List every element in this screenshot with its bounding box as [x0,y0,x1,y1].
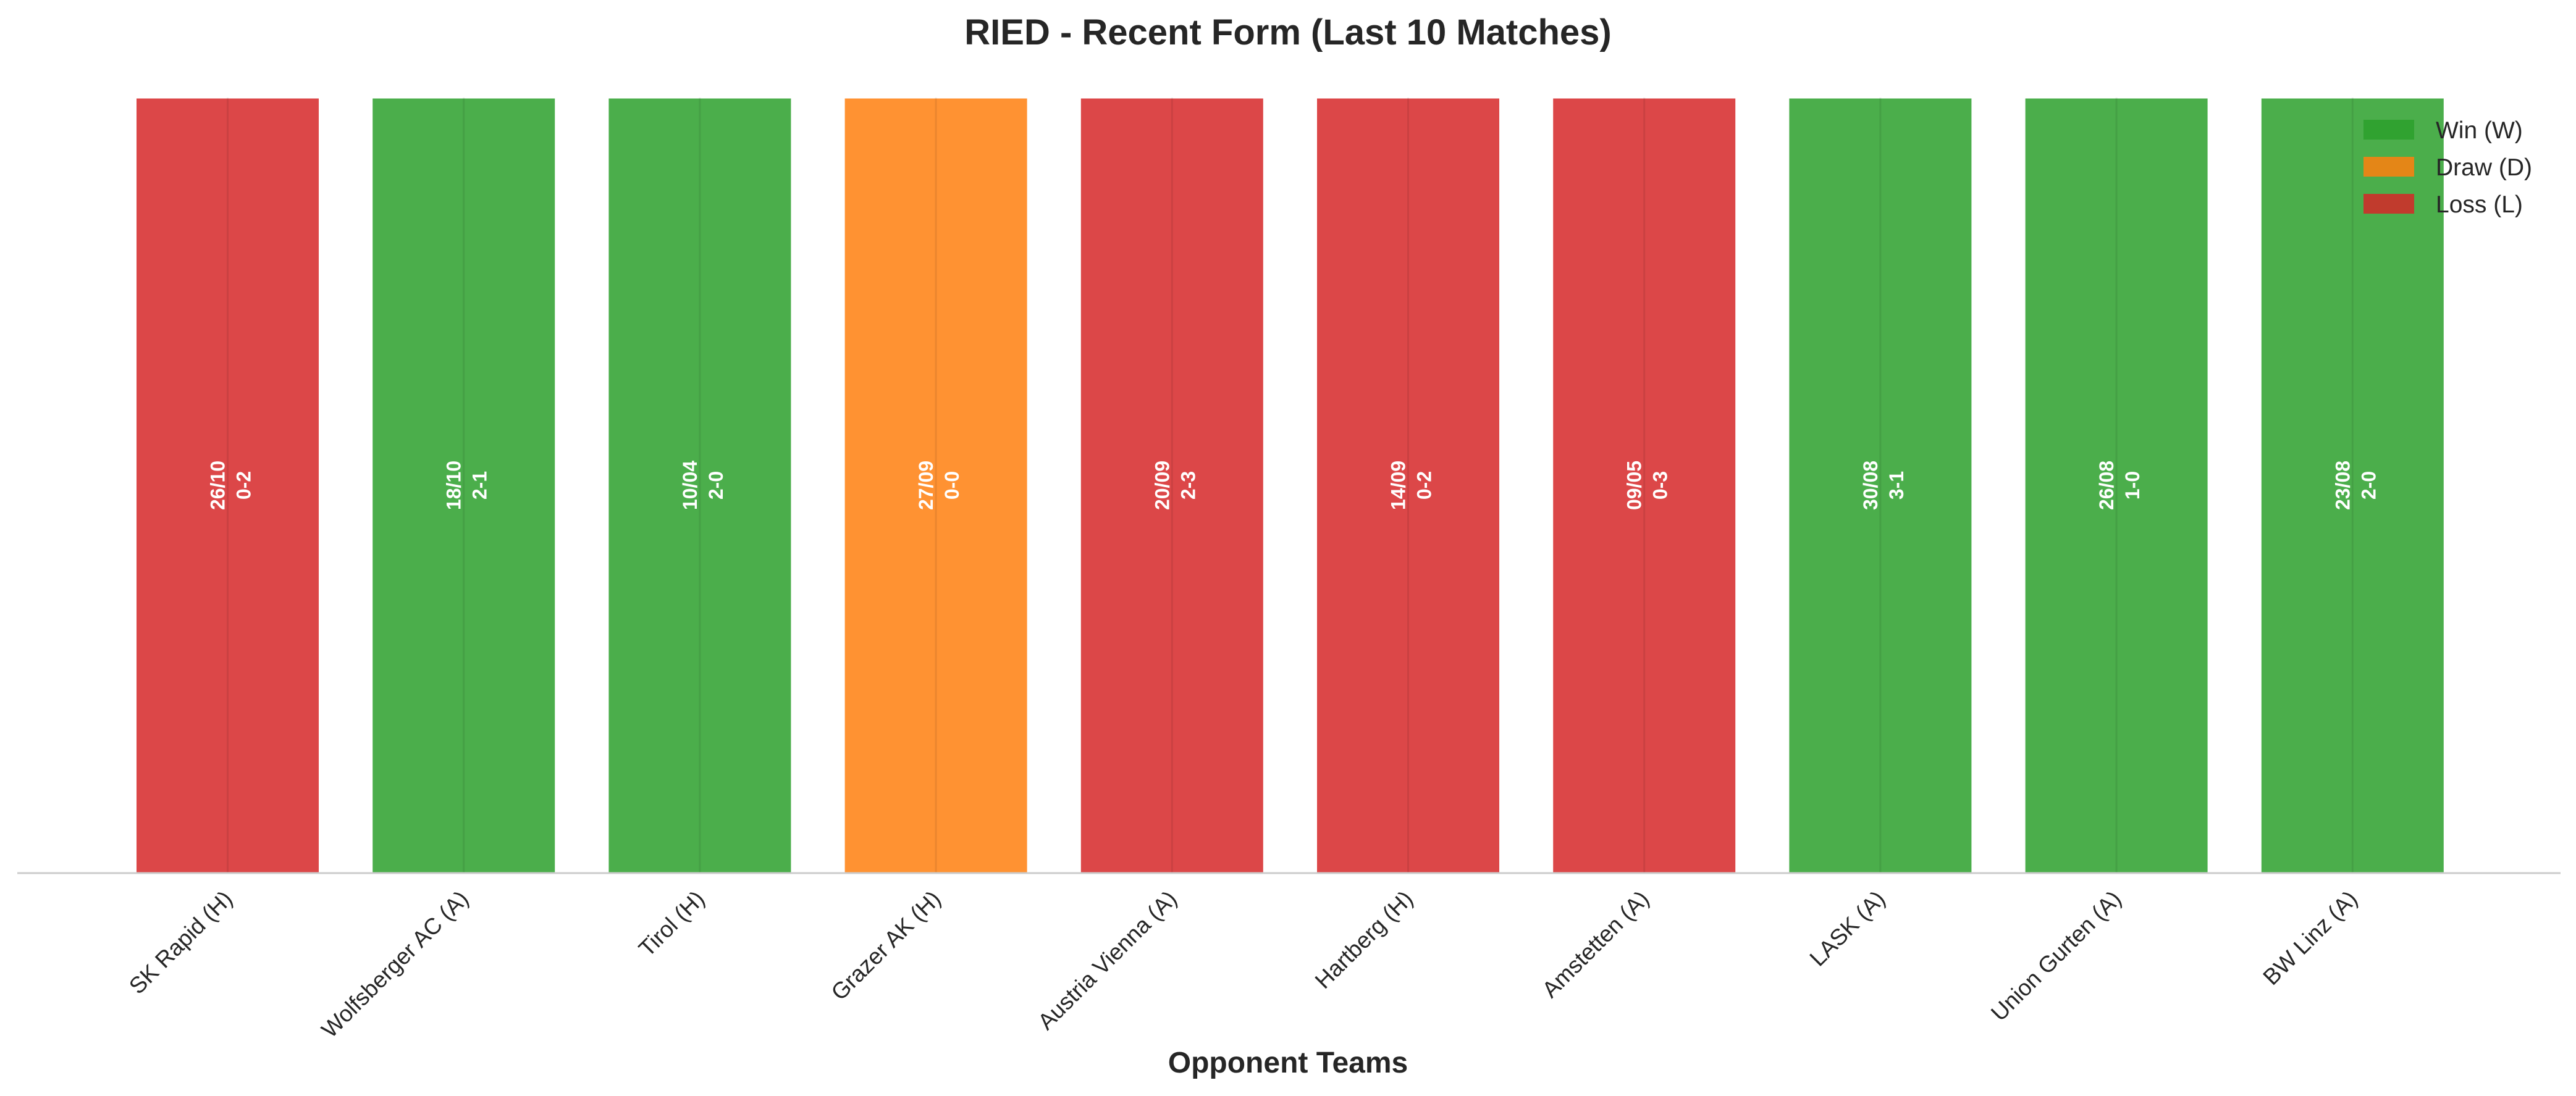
bar-4 [843,96,1029,874]
bar-6 [1315,96,1501,874]
chart-title: RIED - Recent Form (Last 10 Matches) [964,12,1611,52]
match-date: 26/10 [207,461,229,510]
bar-data-label: 26/10 0-2 [207,461,255,510]
bar-data-label: 18/10 2-1 [443,461,491,510]
x-tick-label: SK Rapid (H) [124,886,237,999]
match-score: 2-0 [705,471,727,500]
legend-swatch-W [2363,120,2414,140]
x-tick-label: Grazer AK (H) [826,886,945,1005]
bar-data-label: 09/05 0-3 [1623,461,1672,510]
match-score: 0-2 [1413,471,1436,500]
bar-data-label: 30/08 3-1 [1859,461,1908,510]
legend-label: Win (W) [2436,117,2523,144]
match-date: 09/05 [1623,461,1646,510]
bar-1 [135,96,321,874]
bar-3 [607,96,793,874]
legend-label: Draw (D) [2436,154,2532,181]
match-score: 0-2 [233,471,255,500]
x-tick-label: Wolfsberger AC (A) [316,886,473,1043]
match-score: 2-3 [1177,471,1199,500]
x-tick-labels: SK Rapid (H) Wolfsberger AC (A) Tirol (H) G… [124,886,2362,1043]
bar-data-label: 14/09 0-2 [1387,461,1436,510]
x-tick-label: BW Linz (A) [2258,886,2362,990]
x-tick-label: Union Gurten (A) [1986,886,2126,1026]
bar-data-label: 10/04 2-0 [679,461,727,510]
bar-7 [1551,96,1738,874]
bar-data-label: 26/08 1-0 [2095,461,2144,510]
x-tick-label: Tirol (H) [634,886,709,961]
match-date: 20/09 [1151,461,1173,510]
match-date: 10/04 [679,461,701,510]
match-date: 30/08 [1859,461,1882,510]
bar-data-label: 27/09 0-0 [915,461,963,510]
legend: Win (W) Draw (D) Loss (L) [2363,117,2532,218]
bar-10 [2259,96,2446,874]
match-score: 2-0 [2357,471,2380,500]
match-score: 0-3 [1649,471,1672,500]
legend-swatch-D [2363,157,2414,177]
match-score: 2-1 [469,471,491,500]
match-score: 0-0 [941,471,963,500]
bars-layer: 26/10 0-2 18/10 2-1 10/04 2-0 27/09 0-0 20/09 2-3… [135,96,2446,874]
match-date: 14/09 [1387,461,1410,510]
x-tick-label: Austria Vienna (A) [1033,886,1182,1035]
legend-label: Loss (L) [2436,191,2523,218]
match-date: 27/09 [915,461,937,510]
x-tick-label: LASK (A) [1805,886,1890,971]
match-date: 18/10 [443,461,465,510]
bar-data-label: 20/09 2-3 [1151,461,1199,510]
x-tick-label: Amstetten (A) [1537,886,1654,1003]
x-axis-label: Opponent Teams [1168,1047,1408,1079]
match-score: 1-0 [2121,471,2144,500]
legend-swatch-L [2363,194,2414,214]
bar-2 [371,96,557,874]
bar-5 [1079,96,1265,874]
bar-data-label: 23/08 2-0 [2331,461,2380,510]
match-date: 26/08 [2095,461,2118,510]
x-tick-label: Hartberg (H) [1310,886,1418,994]
match-date: 23/08 [2331,461,2354,510]
match-score: 3-1 [1885,471,1908,500]
